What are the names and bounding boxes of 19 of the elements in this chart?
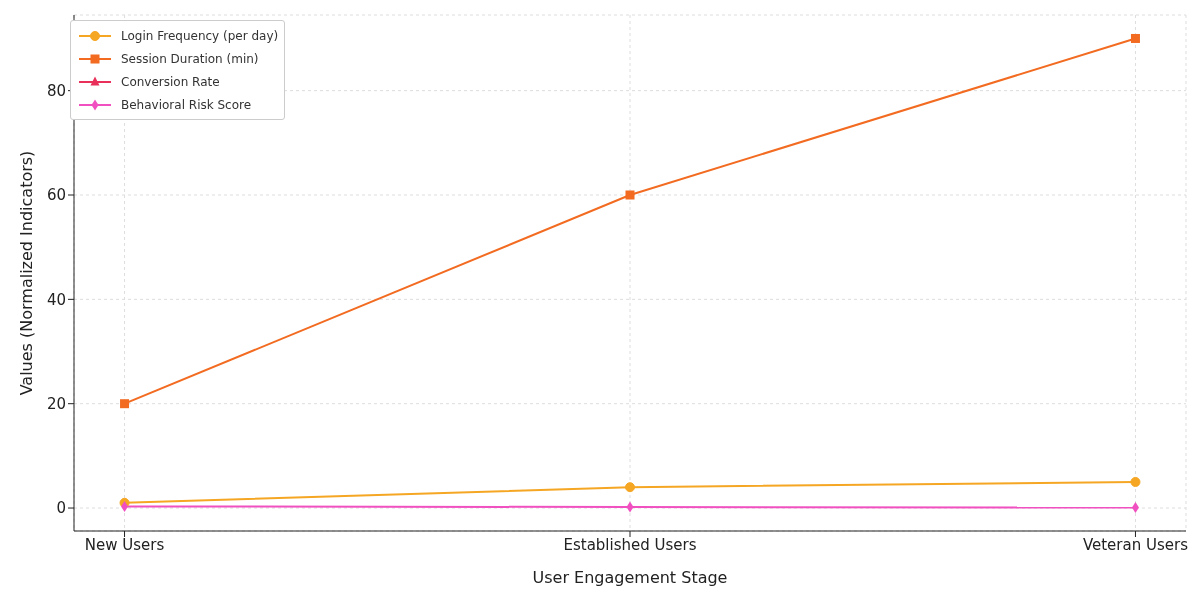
y-tick-label: 0 (56, 499, 66, 518)
y-tick-label: 80 (46, 81, 66, 100)
y-tick-label: 20 (46, 395, 66, 414)
x-tick-label: New Users (84, 535, 165, 554)
legend-label: Session Duration (min) (121, 51, 259, 66)
x-axis-title: User Engagement Stage (532, 568, 728, 587)
point (625, 482, 635, 493)
y-tick-label: 60 (46, 186, 66, 205)
legend-label: Behavioral Risk Score (121, 97, 252, 112)
point (1130, 476, 1141, 487)
point (1130, 33, 1140, 43)
y-tick-label: 40 (46, 290, 66, 309)
legend-label: Login Frequency (per day) (121, 28, 279, 43)
point (120, 399, 130, 409)
point (625, 190, 635, 200)
legend-label: Conversion Rate (121, 74, 220, 89)
x-tick-label: Established Users (563, 535, 697, 554)
y-axis-title: Values (Normalized Indicators) (16, 150, 36, 396)
x-tick-label: Veteran Users (1082, 535, 1189, 554)
